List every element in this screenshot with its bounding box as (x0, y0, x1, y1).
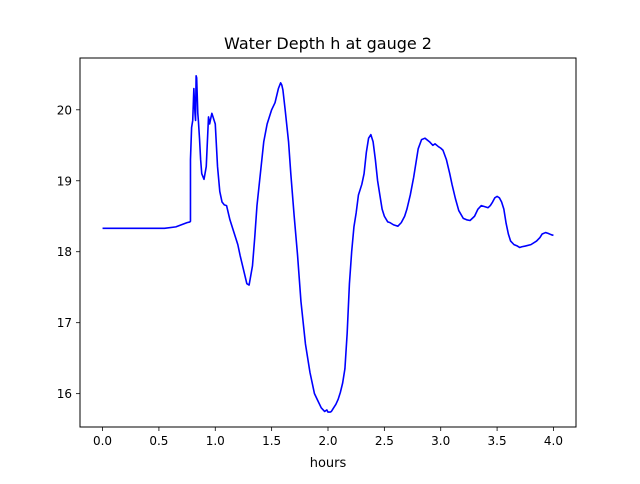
y-tick-label: 17 (57, 316, 72, 330)
x-tick-label: 3.0 (431, 434, 450, 448)
x-tick-label: 0.0 (93, 434, 112, 448)
x-tick-label: 1.5 (262, 434, 281, 448)
x-axis-ticks: 0.0 0.5 1.0 1.5 2.0 2.5 3.0 3.5 4.0 (93, 427, 563, 448)
x-tick-label: 3.5 (488, 434, 507, 448)
x-axis-label: hours (310, 456, 347, 471)
x-tick-label: 1.0 (206, 434, 225, 448)
series-line-0 (102, 74, 554, 413)
axes-frame (79, 57, 577, 428)
series-group (102, 74, 554, 413)
y-tick-label: 16 (57, 387, 72, 401)
y-tick-label: 19 (57, 174, 72, 188)
y-tick-label: 18 (57, 245, 72, 259)
x-tick-label: 2.0 (318, 434, 337, 448)
x-tick-label: 2.5 (375, 434, 394, 448)
x-tick-label: 0.5 (149, 434, 168, 448)
chart-title: Water Depth h at gauge 2 (224, 34, 432, 53)
y-axis-ticks: 16 17 18 19 20 (57, 103, 80, 401)
x-tick-label: 4.0 (544, 434, 563, 448)
y-tick-label: 20 (57, 103, 72, 117)
